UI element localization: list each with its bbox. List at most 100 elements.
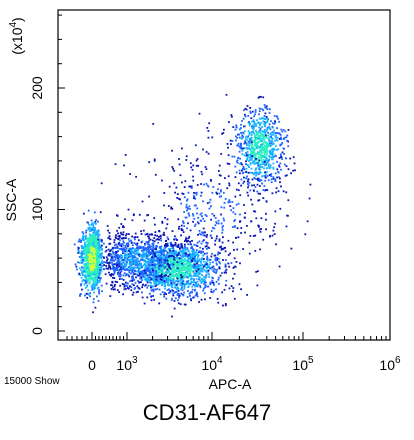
event-dot [148,244,151,246]
event-dot [177,287,180,290]
event-dot [105,256,108,259]
event-dot [136,257,139,260]
event-dot [98,250,101,253]
event-dot [92,311,94,314]
event-dot [166,218,169,221]
event-dot [90,245,92,247]
event-dot [183,255,185,258]
event-dot [201,232,204,234]
event-dot [152,275,155,278]
event-dot [183,269,185,271]
event-dot [193,204,196,207]
event-dot [260,228,263,230]
event-dot [153,275,156,277]
event-dot [212,265,215,268]
event-dot [182,276,185,279]
event-dot [267,138,270,140]
event-dot [251,156,253,159]
event-dot [163,272,166,275]
event-dot [251,178,254,181]
event-dot [96,268,99,271]
event-dot [135,250,138,253]
event-dot [224,198,227,200]
event-dot [213,214,216,217]
event-dot [263,123,266,125]
event-dot [182,266,185,268]
event-dot [265,212,267,215]
event-dot [141,291,143,294]
event-dot [161,262,164,265]
event-dot [133,248,136,251]
event-dot [260,166,262,168]
event-dot [207,246,210,249]
event-dot [118,291,120,293]
event-dot [243,109,245,112]
event-dot [125,262,128,265]
event-dot [120,268,123,271]
event-dot [207,270,210,273]
event-dot [156,259,159,262]
event-dot [271,158,274,161]
event-dot [251,147,253,149]
event-dot [80,293,82,295]
event-dot [190,297,192,300]
event-dot [175,280,177,282]
event-dot [194,251,197,254]
event-dot [270,178,273,181]
event-dot [114,236,117,238]
event-dot [253,190,255,192]
event-dot [254,139,257,142]
event-dot [266,153,268,156]
event-dot [183,285,186,288]
event-dot [164,275,167,278]
event-dot [197,254,200,257]
event-dot [176,274,179,277]
event-dot [199,267,202,270]
event-dot [83,248,85,251]
event-dot [122,274,125,277]
event-dot [150,233,153,235]
event-dot [193,283,196,286]
event-dot [159,237,162,240]
event-dot [265,134,267,137]
event-dot [83,268,86,270]
event-dot [124,246,127,249]
event-dot [237,156,240,159]
event-dot [171,267,174,269]
event-dot [214,243,216,246]
event-dot [91,261,94,264]
event-dot [196,293,198,296]
event-dot [160,265,163,268]
event-dot [262,117,265,120]
event-dot [228,200,231,202]
event-dot [203,268,206,271]
event-dot [159,249,162,252]
event-dot [258,159,261,162]
event-dot [254,154,257,157]
event-dot [162,254,165,257]
event-dot [203,231,206,234]
event-dot [243,130,246,133]
event-dot [82,260,85,263]
event-dot [228,201,231,203]
event-dot [189,261,192,264]
event-dot [206,285,209,288]
event-dot [219,274,222,277]
event-dot [209,179,212,181]
event-dot [122,252,124,254]
event-dot [202,275,205,278]
event-dot [148,195,150,198]
event-dot [218,164,221,167]
event-dot [144,284,147,286]
event-dot [243,176,245,179]
event-dot [228,265,231,268]
event-dot [125,254,128,256]
event-dot [128,271,131,274]
event-dot [80,250,83,253]
event-dot [96,287,99,290]
event-dot [142,273,145,275]
event-dot [199,272,202,275]
event-dot [176,267,179,270]
event-dot [257,173,260,176]
event-dot [280,156,283,158]
